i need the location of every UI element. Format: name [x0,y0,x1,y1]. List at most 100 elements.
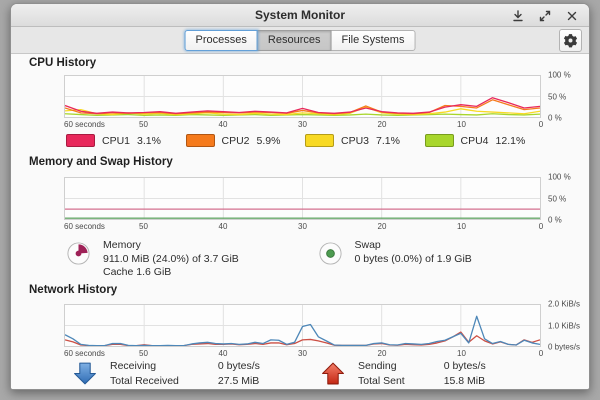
memory-history-chart [64,177,541,220]
cpu1-label: CPU1 [102,134,131,147]
receiving-label: Receiving [110,360,157,372]
cpu1-color-swatch [66,134,95,147]
close-button[interactable] [563,7,581,25]
sending-legend-item: Sending Total Sent 0 bytes/s 15.8 MiB [321,359,569,388]
memory-y-axis: 100 % 50 % 0 % [548,173,589,225]
network-history-title: Network History [29,284,118,296]
y-tick-2: 2.0 KiB/s [548,299,581,309]
cpu1-legend-item: CPU1 3.1% [66,134,186,147]
total-received-label: Total Received [110,374,179,387]
x-tick-20: 20 [377,349,387,358]
y-tick-0: 0 % [548,215,562,225]
swap-pie-icon [318,242,342,265]
tab-resources[interactable]: Resources [256,30,332,51]
cpu-y-axis: 100 % 50 % 0 % [548,71,589,123]
cpu4-label: CPU4 [460,134,489,147]
x-tick-50: 50 [139,349,148,358]
y-tick-0: 0 bytes/s [548,342,581,352]
network-y-axis: 2.0 KiB/s 1.0 KiB/s 0 bytes/s [548,300,589,352]
gear-icon [563,34,578,48]
receiving-rate: 0 bytes/s [217,360,260,372]
cpu3-line [65,107,540,114]
x-tick-30: 30 [298,222,307,231]
x-tick-60: 60 seconds [64,120,105,129]
download-icon [513,10,523,22]
tab-file-systems[interactable]: File Systems [330,30,416,51]
memory-x-axis: 60 seconds 50 40 30 20 10 0 [64,222,544,233]
receiving-legend-item: Receiving Total Received 0 bytes/s 27.5 … [73,359,321,388]
network-x-axis: 60 seconds 50 40 30 20 10 0 [64,349,544,360]
y-tick-50: 50 % [548,194,567,203]
y-tick-1: 1.0 KiB/s [548,321,581,330]
cpu2-value: 5.9% [256,134,281,147]
receiving-line [65,316,540,345]
swap-label: Swap [354,239,381,251]
total-received-value: 27.5 MiB [217,374,260,387]
x-tick-60: 60 seconds [64,222,105,231]
cpu-history-title: CPU History [29,57,97,69]
y-tick-0: 0 % [548,113,562,123]
network-history-chart [64,304,541,347]
window-title: System Monitor [254,8,345,22]
download-button[interactable] [509,7,527,25]
cpu3-color-swatch [305,134,334,147]
cpu1-line [65,98,540,114]
x-tick-30: 30 [298,349,307,358]
memory-history-title: Memory and Swap History [29,156,173,168]
swap-legend-item: Swap 0 bytes (0.0%) of 1.9 GiB [318,239,570,280]
sending-rate: 0 bytes/s [443,360,486,372]
x-tick-40: 40 [218,222,228,231]
x-tick-0: 0 [538,222,544,231]
cpu4-value: 12.1% [495,134,526,147]
titlebar[interactable]: System Monitor [11,4,589,27]
x-tick-10: 10 [457,222,466,231]
receiving-arrow-icon [74,362,96,385]
x-tick-20: 20 [377,120,387,129]
cpu1-value: 3.1% [137,134,161,147]
tab-processes[interactable]: Processes [184,30,258,51]
memory-pie-icon [67,242,90,265]
cpu-history-chart [64,75,541,118]
cpu4-legend-item: CPU4 12.1% [424,134,545,147]
cpu3-value: 7.1% [376,134,400,147]
x-tick-40: 40 [218,120,228,129]
cpu2-color-swatch [185,134,215,147]
view-tabs: Processes Resources File Systems [184,30,416,51]
restore-button[interactable] [536,7,554,25]
x-tick-0: 0 [538,120,544,129]
y-tick-50: 50 % [548,92,567,101]
x-tick-60: 60 seconds [64,349,105,358]
memory-swap-legend: Memory 911.0 MiB (24.0%) of 3.7 GiB Cach… [66,239,569,280]
cpu-legend: CPU1 3.1% CPU2 5.9% CPU3 7.1% CPU4 12.1% [66,134,544,147]
y-tick-100: 100 % [548,70,571,80]
cpu2-label: CPU2 [221,134,250,147]
x-tick-10: 10 [457,349,466,358]
total-sent-value: 15.8 MiB [443,374,486,387]
total-sent-label: Total Sent [358,374,405,387]
x-tick-30: 30 [298,120,307,129]
cpu4-line [65,114,540,116]
memory-legend-item: Memory 911.0 MiB (24.0%) of 3.7 GiB Cach… [66,239,318,280]
restore-icon [539,10,551,22]
x-tick-50: 50 [139,222,148,231]
cpu4-color-swatch [424,134,454,147]
settings-button[interactable] [559,29,582,52]
network-legend: Receiving Total Received 0 bytes/s 27.5 … [73,359,569,388]
x-tick-10: 10 [457,120,466,129]
close-icon [567,11,577,21]
sending-arrow-icon [322,362,344,385]
x-tick-20: 20 [377,222,387,231]
cpu3-label: CPU3 [341,134,370,147]
memory-label: Memory [103,239,141,251]
x-tick-40: 40 [218,349,228,358]
sending-label: Sending [358,360,397,372]
cpu-x-axis: 60 seconds 50 40 30 20 10 0 [64,120,544,131]
x-tick-50: 50 [139,120,148,129]
system-monitor-window: System Monitor Processes Resources File … [10,3,590,390]
resources-view: CPU History 60 seconds 50 40 30 20 10 0 100 % 5… [11,54,589,389]
toolbar: Processes Resources File Systems [11,27,589,54]
y-tick-100: 100 % [548,172,571,182]
cpu3-legend-item: CPU3 7.1% [305,134,425,147]
x-tick-0: 0 [538,349,544,358]
memory-usage-text: 911.0 MiB (24.0%) of 3.7 GiB [103,252,239,265]
